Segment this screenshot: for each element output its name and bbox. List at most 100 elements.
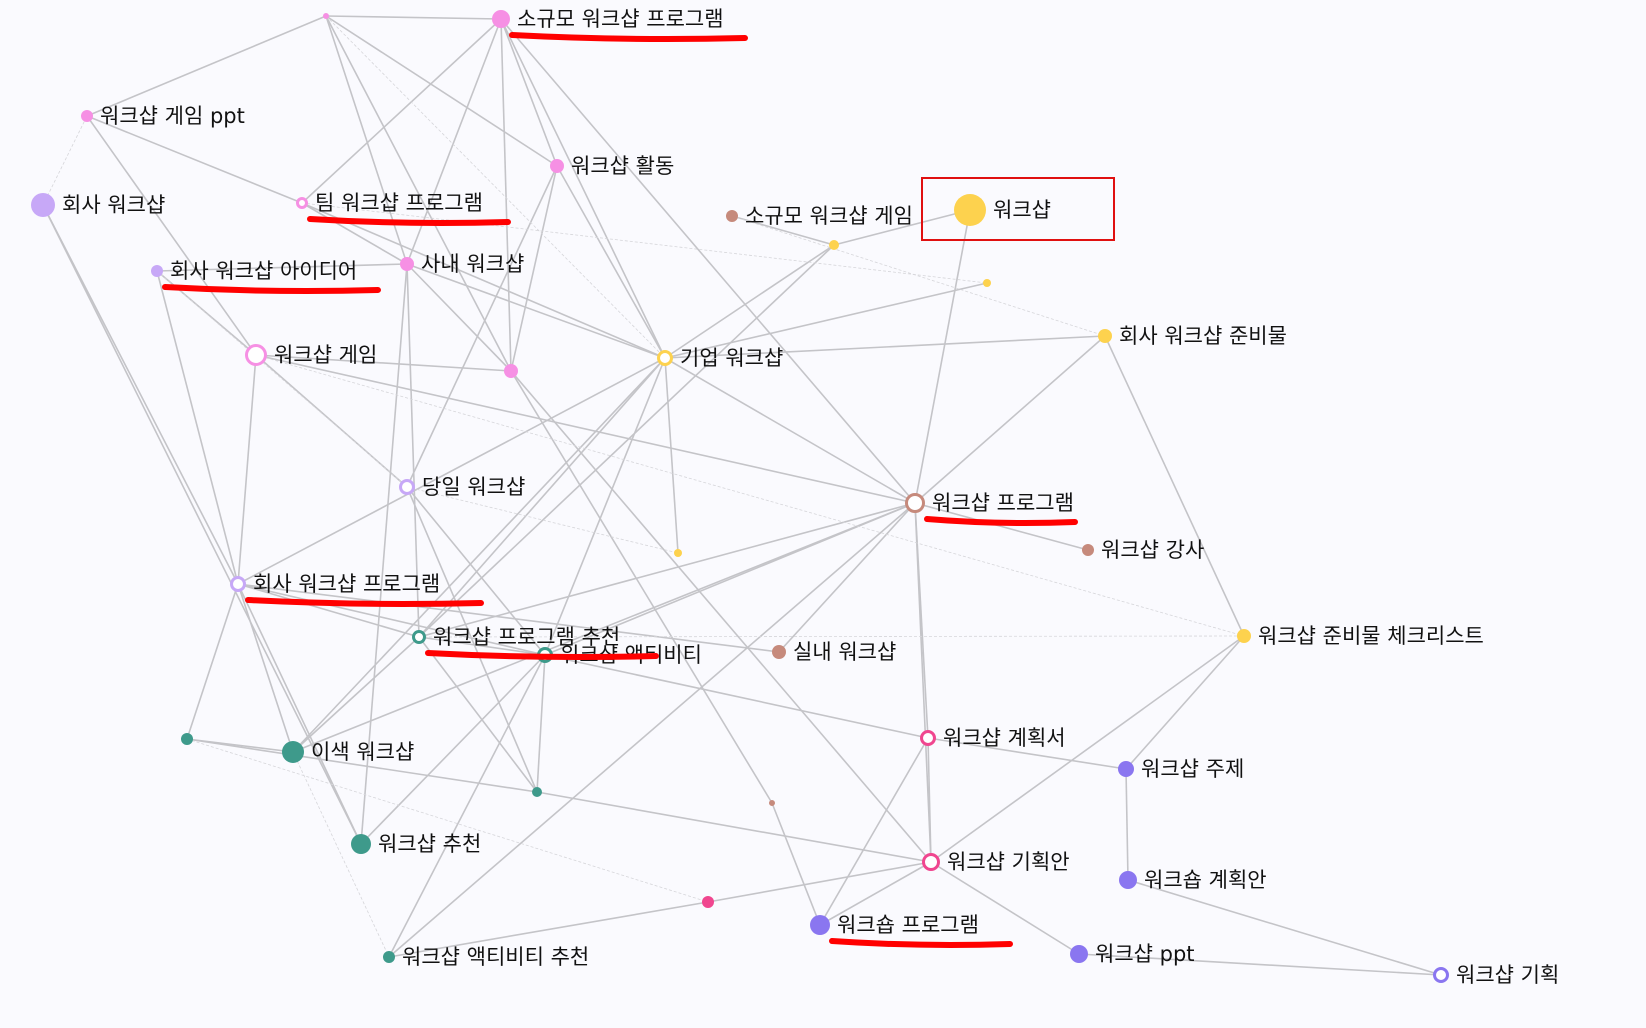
graph-node[interactable]: 워크숍 계획안 [1119, 868, 1267, 892]
node-circle[interactable] [31, 193, 55, 217]
graph-node[interactable]: 워크샵 기획 [1433, 963, 1560, 987]
node-circle[interactable] [674, 549, 682, 557]
graph-node[interactable] [769, 800, 775, 806]
node-circle[interactable] [550, 159, 564, 173]
graph-node[interactable]: 워크샵 주제 [1118, 757, 1244, 781]
graph-node[interactable]: 워크샵 게임 [245, 343, 378, 367]
graph-node[interactable]: 워크샵 액티비티 추천 [383, 945, 589, 969]
node-circle[interactable] [657, 350, 673, 366]
node-circle[interactable] [769, 800, 775, 806]
edge [731, 215, 1106, 337]
edge [388, 901, 709, 958]
edge [186, 738, 538, 793]
edge [1104, 335, 1245, 637]
node-circle[interactable] [504, 364, 518, 378]
graph-node[interactable] [674, 549, 682, 557]
node-circle[interactable] [245, 344, 267, 366]
graph-node[interactable]: 사내 워크샵 [400, 252, 524, 276]
edge [664, 282, 988, 359]
edge [707, 861, 932, 903]
graph-node[interactable]: 워크숍 프로그램 [810, 913, 979, 937]
node-circle[interactable] [412, 630, 426, 644]
graph-node[interactable]: 회사 워크샵 [31, 193, 165, 217]
node-circle[interactable] [922, 853, 940, 871]
node-circle[interactable] [383, 951, 395, 963]
node-circle[interactable] [532, 787, 542, 797]
node-circle[interactable] [1082, 544, 1094, 556]
graph-node[interactable]: 워크샵 강사 [1082, 538, 1204, 562]
node-circle[interactable] [983, 279, 991, 287]
node-label: 워크숍 프로그램 [837, 913, 979, 937]
edge [771, 802, 821, 926]
graph-node[interactable]: 실내 워크샵 [772, 640, 896, 664]
node-circle[interactable] [1119, 871, 1137, 889]
edge [156, 270, 408, 488]
node-circle[interactable] [1070, 945, 1088, 963]
edge [406, 263, 512, 372]
graph-node[interactable]: 회사 워크샵 아이디어 [151, 259, 357, 283]
node-circle[interactable] [772, 645, 786, 659]
graph-node[interactable]: 팀 워크샵 프로그램 [296, 191, 483, 215]
graph-node[interactable]: 워크샵 프로그램 추천 [412, 625, 621, 649]
node-circle[interactable] [296, 197, 308, 209]
node-label: 워크샵 계획서 [943, 726, 1066, 750]
graph-node[interactable]: 소규모 워크샵 게임 [726, 204, 913, 228]
graph-node[interactable] [504, 364, 518, 378]
graph-node[interactable] [181, 733, 193, 745]
graph-node[interactable]: 이색 워크샵 [282, 740, 414, 764]
graph-node[interactable]: 회사 워크샵 준비물 [1098, 324, 1287, 348]
node-circle[interactable] [351, 834, 371, 854]
graph-node[interactable]: 워크샵 기획안 [922, 850, 1070, 874]
graph-node[interactable]: 워크샵 활동 [550, 154, 674, 178]
node-circle[interactable] [399, 479, 415, 495]
graph-node[interactable]: 워크샵 [954, 194, 1051, 226]
edge [325, 15, 408, 265]
node-circle[interactable] [323, 13, 329, 19]
graph-node[interactable] [323, 13, 329, 19]
node-circle[interactable] [181, 733, 193, 745]
node-circle[interactable] [81, 110, 93, 122]
node-label: 워크샵 게임 [274, 343, 377, 367]
graph-node[interactable] [532, 787, 542, 797]
node-circle[interactable] [492, 10, 510, 28]
node-circle[interactable] [230, 576, 246, 592]
edge [406, 165, 558, 488]
node-circle[interactable] [954, 194, 986, 226]
red-underline [509, 32, 748, 42]
graph-node[interactable]: 워크샵 ppt [1070, 942, 1195, 966]
node-circle[interactable] [810, 915, 830, 935]
graph-node[interactable]: 워크샵 준비물 체크리스트 [1237, 624, 1484, 648]
graph-node[interactable] [829, 240, 839, 250]
graph-node[interactable]: 워크샵 게임 ppt [81, 104, 245, 128]
graph-node[interactable]: 회사 워크샵 프로그램 [230, 572, 441, 596]
node-circle[interactable] [1118, 761, 1134, 777]
edge [500, 18, 512, 372]
node-circle[interactable] [726, 210, 738, 222]
edge [255, 354, 1245, 637]
edge [1125, 768, 1129, 881]
node-circle[interactable] [829, 240, 839, 250]
graph-node[interactable]: 당일 워크샵 [399, 475, 526, 499]
node-circle[interactable] [1098, 329, 1112, 343]
node-label: 사내 워크샵 [421, 252, 524, 276]
edge [418, 636, 538, 793]
edge [418, 357, 666, 638]
graph-node[interactable]: 기업 워크샵 [657, 346, 784, 370]
graph-node[interactable] [702, 896, 714, 908]
node-circle[interactable] [151, 265, 163, 277]
graph-node[interactable]: 워크샵 프로그램 [905, 491, 1074, 515]
edge [325, 15, 666, 359]
graph-node[interactable] [983, 279, 991, 287]
graph-node[interactable]: 워크샵 추천 [351, 832, 481, 856]
edge [186, 738, 709, 903]
node-circle[interactable] [920, 730, 936, 746]
node-circle[interactable] [905, 493, 925, 513]
node-circle[interactable] [400, 257, 414, 271]
edge [500, 18, 558, 167]
graph-node[interactable]: 워크샵 계획서 [920, 726, 1066, 750]
node-circle[interactable] [1237, 629, 1251, 643]
node-circle[interactable] [282, 741, 304, 763]
node-circle[interactable] [702, 896, 714, 908]
node-circle[interactable] [1433, 967, 1449, 983]
graph-node[interactable]: 소규모 워크샵 프로그램 [492, 7, 724, 31]
